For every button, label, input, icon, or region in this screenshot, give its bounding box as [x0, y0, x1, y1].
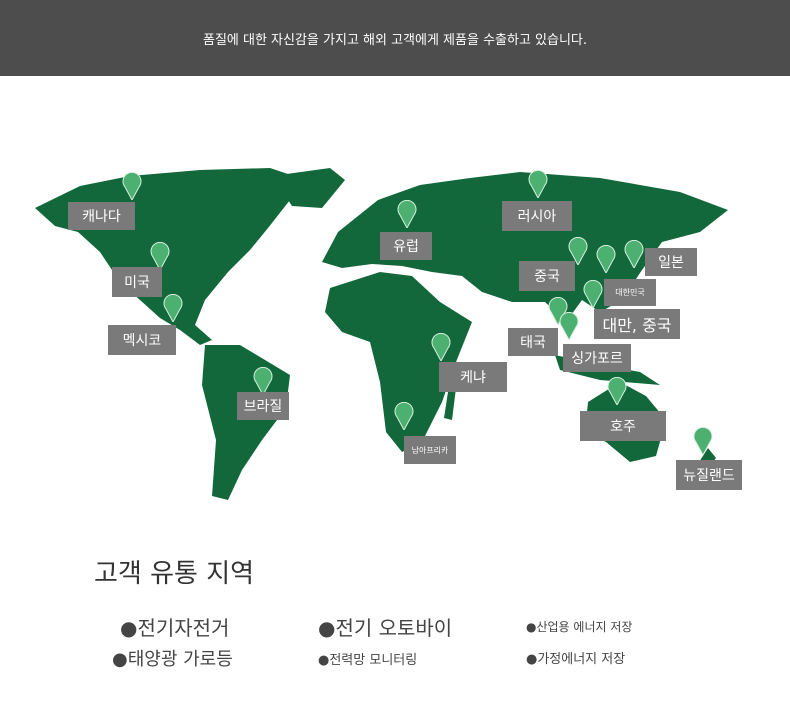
map-pin-icon	[559, 311, 579, 342]
map-pin-icon	[150, 241, 170, 272]
label-taiwan: 대만, 중국	[594, 309, 680, 339]
map-pin-icon	[624, 239, 644, 270]
label-china: 중국	[519, 261, 575, 291]
label-korea: 대한민국	[604, 279, 656, 306]
label-south-africa: 남아프리카	[404, 436, 456, 464]
map-pin-icon	[397, 199, 417, 230]
map-pin-icon	[568, 236, 588, 267]
map-pin-icon	[163, 293, 183, 324]
madagascar	[444, 388, 456, 420]
label-russia: 러시아	[502, 201, 572, 231]
label-kenya: 케냐	[439, 362, 507, 392]
industry-item: ●전력망 모니터링	[318, 653, 418, 668]
industry-item: ●전기자전거	[120, 616, 230, 640]
map-pin-icon	[693, 426, 713, 457]
label-new-zealand: 뉴질랜드	[676, 460, 742, 490]
uk	[350, 216, 362, 238]
map-pin-icon	[122, 171, 142, 202]
map-pin-icon	[596, 244, 616, 275]
section-title: 고객 유통 지역	[94, 559, 255, 589]
label-thailand: 태국	[508, 328, 558, 356]
label-canada: 캐나다	[68, 202, 135, 230]
banner-text: 폼질에 대한 자신감을 가지고 해외 고객에게 제품을 수출하고 있습니다.	[202, 32, 588, 48]
industry-item: ●가정에너지 저장	[526, 652, 626, 667]
label-japan: 일본	[645, 248, 697, 276]
label-singapore: 싱가포르	[563, 344, 631, 372]
map-pin-icon	[583, 279, 603, 310]
label-brazil: 브라질	[237, 392, 289, 420]
industry-item: ●전기 오토바이	[318, 616, 453, 640]
label-australia: 호주	[580, 411, 666, 441]
map-pin-icon	[548, 296, 568, 327]
map-pin-icon	[607, 376, 627, 407]
label-mexico: 멕시코	[108, 325, 176, 355]
map-pin-icon	[253, 366, 273, 397]
africa	[325, 272, 472, 452]
map-pin-icon	[528, 169, 548, 200]
greenland	[272, 168, 345, 208]
label-usa: 미국	[112, 267, 162, 297]
south-america	[202, 345, 290, 500]
top-banner: 폼질에 대한 자신감을 가지고 해외 고객에게 제품을 수출하고 있습니다.	[0, 0, 790, 76]
industry-item: ●태양광 가로등	[112, 649, 233, 670]
map-pin-icon	[431, 332, 451, 363]
label-europe: 유럽	[380, 232, 432, 260]
industry-item: ●산업용 에너지 저장	[526, 620, 633, 634]
map-pin-icon	[394, 401, 414, 432]
